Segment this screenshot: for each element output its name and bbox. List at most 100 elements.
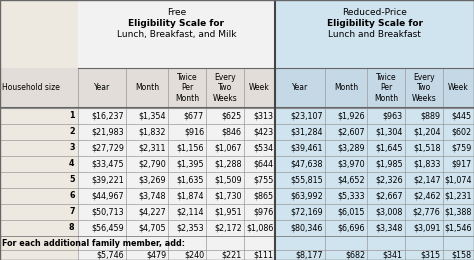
- Text: $1,395: $1,395: [176, 159, 204, 168]
- Text: $39,461: $39,461: [291, 144, 323, 153]
- Text: Eligibility Scale for: Eligibility Scale for: [327, 19, 423, 28]
- Text: $1,156: $1,156: [176, 144, 204, 153]
- Text: $47,638: $47,638: [291, 159, 323, 168]
- Text: $963: $963: [383, 112, 403, 120]
- Text: $3,748: $3,748: [139, 192, 166, 200]
- Text: $2,462: $2,462: [413, 192, 440, 200]
- Text: $1,951: $1,951: [214, 207, 242, 217]
- Text: Lunch, Breakfast, and Milk: Lunch, Breakfast, and Milk: [117, 30, 236, 39]
- Text: $755: $755: [253, 176, 273, 185]
- Text: Every
Two
Weeks: Every Two Weeks: [212, 73, 237, 103]
- Text: $31,284: $31,284: [291, 127, 323, 136]
- Text: $2,776: $2,776: [413, 207, 440, 217]
- Text: $27,729: $27,729: [91, 144, 124, 153]
- Bar: [275, 68, 474, 108]
- Text: $2,790: $2,790: [138, 159, 166, 168]
- Text: $479: $479: [146, 250, 166, 259]
- Bar: [275, 0, 474, 260]
- Text: Lunch and Breakfast: Lunch and Breakfast: [328, 30, 421, 39]
- Text: $1,354: $1,354: [139, 112, 166, 120]
- Text: $1,985: $1,985: [375, 159, 403, 168]
- Text: 7: 7: [69, 207, 74, 217]
- Text: $16,237: $16,237: [92, 112, 124, 120]
- Text: $1,288: $1,288: [214, 159, 242, 168]
- Text: $341: $341: [383, 250, 403, 259]
- Bar: [0, 68, 275, 108]
- Text: Year: Year: [292, 83, 308, 93]
- Text: $315: $315: [420, 250, 440, 259]
- Text: $1,388: $1,388: [445, 207, 472, 217]
- Text: $1,645: $1,645: [375, 144, 403, 153]
- Text: $1,518: $1,518: [413, 144, 440, 153]
- Text: $50,713: $50,713: [92, 207, 124, 217]
- Text: $3,970: $3,970: [337, 159, 365, 168]
- Text: $1,832: $1,832: [139, 127, 166, 136]
- Text: Month: Month: [135, 83, 159, 93]
- Text: $21,983: $21,983: [92, 127, 124, 136]
- Text: $240: $240: [184, 250, 204, 259]
- Text: $6,696: $6,696: [337, 224, 365, 232]
- Text: 3: 3: [69, 144, 74, 153]
- Text: $44,967: $44,967: [92, 192, 124, 200]
- Text: $2,667: $2,667: [375, 192, 403, 200]
- Text: $3,348: $3,348: [375, 224, 403, 232]
- Text: $602: $602: [452, 127, 472, 136]
- Text: Year: Year: [94, 83, 110, 93]
- Text: Month: Month: [334, 83, 358, 93]
- Text: $56,459: $56,459: [91, 224, 124, 232]
- Text: $677: $677: [184, 112, 204, 120]
- Text: $917: $917: [452, 159, 472, 168]
- Text: For each additional family member, add:: For each additional family member, add:: [2, 238, 185, 248]
- Text: 6: 6: [69, 192, 74, 200]
- Text: $682: $682: [345, 250, 365, 259]
- Text: Twice
Per
Month: Twice Per Month: [175, 73, 199, 103]
- Text: 1: 1: [69, 112, 74, 120]
- Text: $33,475: $33,475: [92, 159, 124, 168]
- Text: $534: $534: [253, 144, 273, 153]
- Text: $1,730: $1,730: [214, 192, 242, 200]
- Text: $63,992: $63,992: [291, 192, 323, 200]
- Text: $846: $846: [222, 127, 242, 136]
- Text: $1,204: $1,204: [413, 127, 440, 136]
- Text: $4,227: $4,227: [138, 207, 166, 217]
- Text: $80,346: $80,346: [291, 224, 323, 232]
- Text: $3,269: $3,269: [139, 176, 166, 185]
- Text: $759: $759: [452, 144, 472, 153]
- Text: $1,067: $1,067: [214, 144, 242, 153]
- Text: $2,114: $2,114: [176, 207, 204, 217]
- Text: $2,311: $2,311: [139, 144, 166, 153]
- Text: $2,326: $2,326: [375, 176, 403, 185]
- Text: $625: $625: [221, 112, 242, 120]
- Text: Every
Two
Weeks: Every Two Weeks: [411, 73, 436, 103]
- Text: $111: $111: [253, 250, 273, 259]
- Text: $4,652: $4,652: [337, 176, 365, 185]
- Text: $1,086: $1,086: [246, 224, 273, 232]
- Text: $1,635: $1,635: [176, 176, 204, 185]
- Text: $3,289: $3,289: [337, 144, 365, 153]
- Text: $3,008: $3,008: [375, 207, 403, 217]
- Text: $2,607: $2,607: [337, 127, 365, 136]
- Text: $1,509: $1,509: [214, 176, 242, 185]
- Text: $2,353: $2,353: [176, 224, 204, 232]
- Text: $313: $313: [253, 112, 273, 120]
- Text: $916: $916: [184, 127, 204, 136]
- Text: $4,705: $4,705: [139, 224, 166, 232]
- Text: $423: $423: [253, 127, 273, 136]
- Text: $8,177: $8,177: [295, 250, 323, 259]
- Text: $23,107: $23,107: [291, 112, 323, 120]
- Text: 8: 8: [69, 224, 74, 232]
- Text: $644: $644: [253, 159, 273, 168]
- Text: 2: 2: [69, 127, 74, 136]
- Text: $1,833: $1,833: [413, 159, 440, 168]
- Text: $2,147: $2,147: [413, 176, 440, 185]
- Text: $6,015: $6,015: [337, 207, 365, 217]
- Text: $39,221: $39,221: [91, 176, 124, 185]
- Text: Twice
Per
Month: Twice Per Month: [374, 73, 398, 103]
- Text: $55,815: $55,815: [291, 176, 323, 185]
- Text: 5: 5: [69, 176, 74, 185]
- Text: $1,926: $1,926: [337, 112, 365, 120]
- Text: $158: $158: [452, 250, 472, 259]
- Text: $1,546: $1,546: [445, 224, 472, 232]
- Text: Eligibility Scale for: Eligibility Scale for: [128, 19, 225, 28]
- Text: Free: Free: [167, 8, 186, 17]
